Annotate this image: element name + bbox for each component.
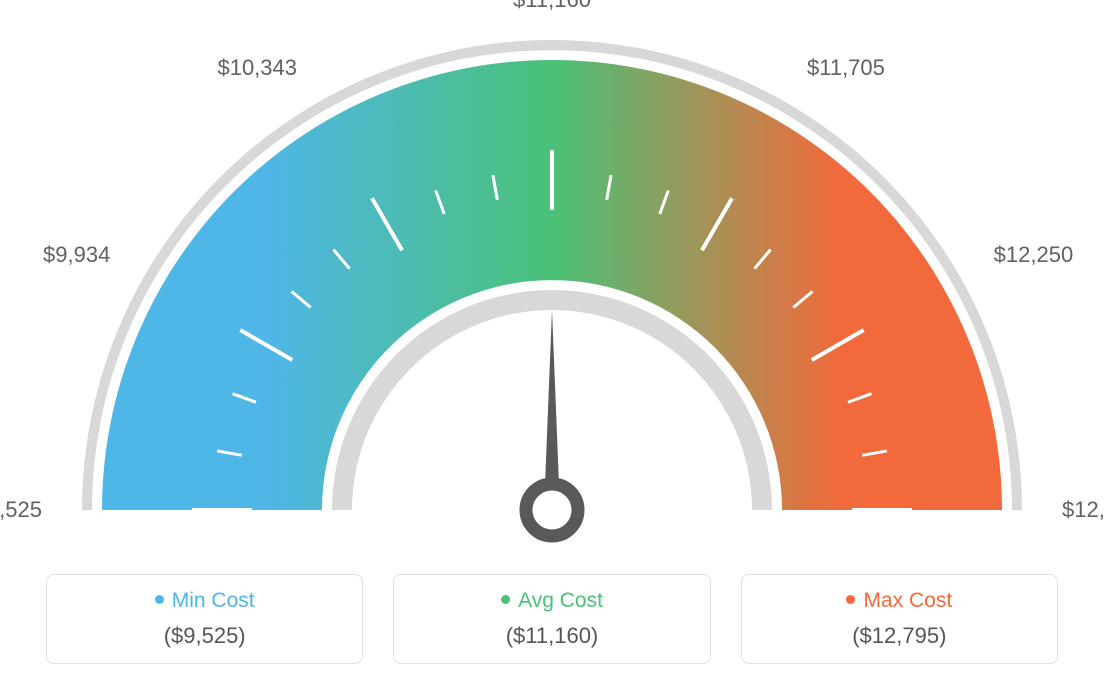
legend-min-title: Min Cost [47, 589, 362, 613]
gauge-chart-container: $9,525 $9,934 $10,343 $11,160 $11,705 $12,250… [0, 0, 1104, 690]
dot-icon [846, 595, 855, 604]
gauge-tick-label: $11,705 [807, 55, 885, 81]
legend-max-value: ($12,795) [742, 623, 1057, 649]
gauge-tick-label: $9,934 [43, 242, 110, 268]
legend-row: Min Cost ($9,525) Avg Cost ($11,160) Max… [46, 574, 1058, 664]
dot-icon [155, 595, 164, 604]
legend-min-box: Min Cost ($9,525) [46, 574, 363, 664]
legend-max-box: Max Cost ($12,795) [741, 574, 1058, 664]
legend-min-label: Min Cost [172, 589, 255, 612]
legend-max-title: Max Cost [742, 589, 1057, 613]
dot-icon [501, 595, 510, 604]
gauge-tick-label: $12,795 [1062, 497, 1104, 523]
gauge-svg [0, 0, 1104, 560]
legend-max-label: Max Cost [863, 589, 952, 612]
gauge-tick-label: $12,250 [994, 242, 1074, 268]
gauge-area: $9,525 $9,934 $10,343 $11,160 $11,705 $12,250… [0, 0, 1104, 560]
gauge-tick-label: $11,160 [513, 0, 591, 13]
legend-avg-value: ($11,160) [394, 623, 709, 649]
legend-avg-box: Avg Cost ($11,160) [393, 574, 710, 664]
legend-avg-label: Avg Cost [518, 589, 603, 612]
gauge-tick-label: $10,343 [217, 55, 297, 81]
legend-min-value: ($9,525) [47, 623, 362, 649]
legend-avg-title: Avg Cost [394, 589, 709, 613]
gauge-tick-label: $9,525 [0, 497, 42, 523]
